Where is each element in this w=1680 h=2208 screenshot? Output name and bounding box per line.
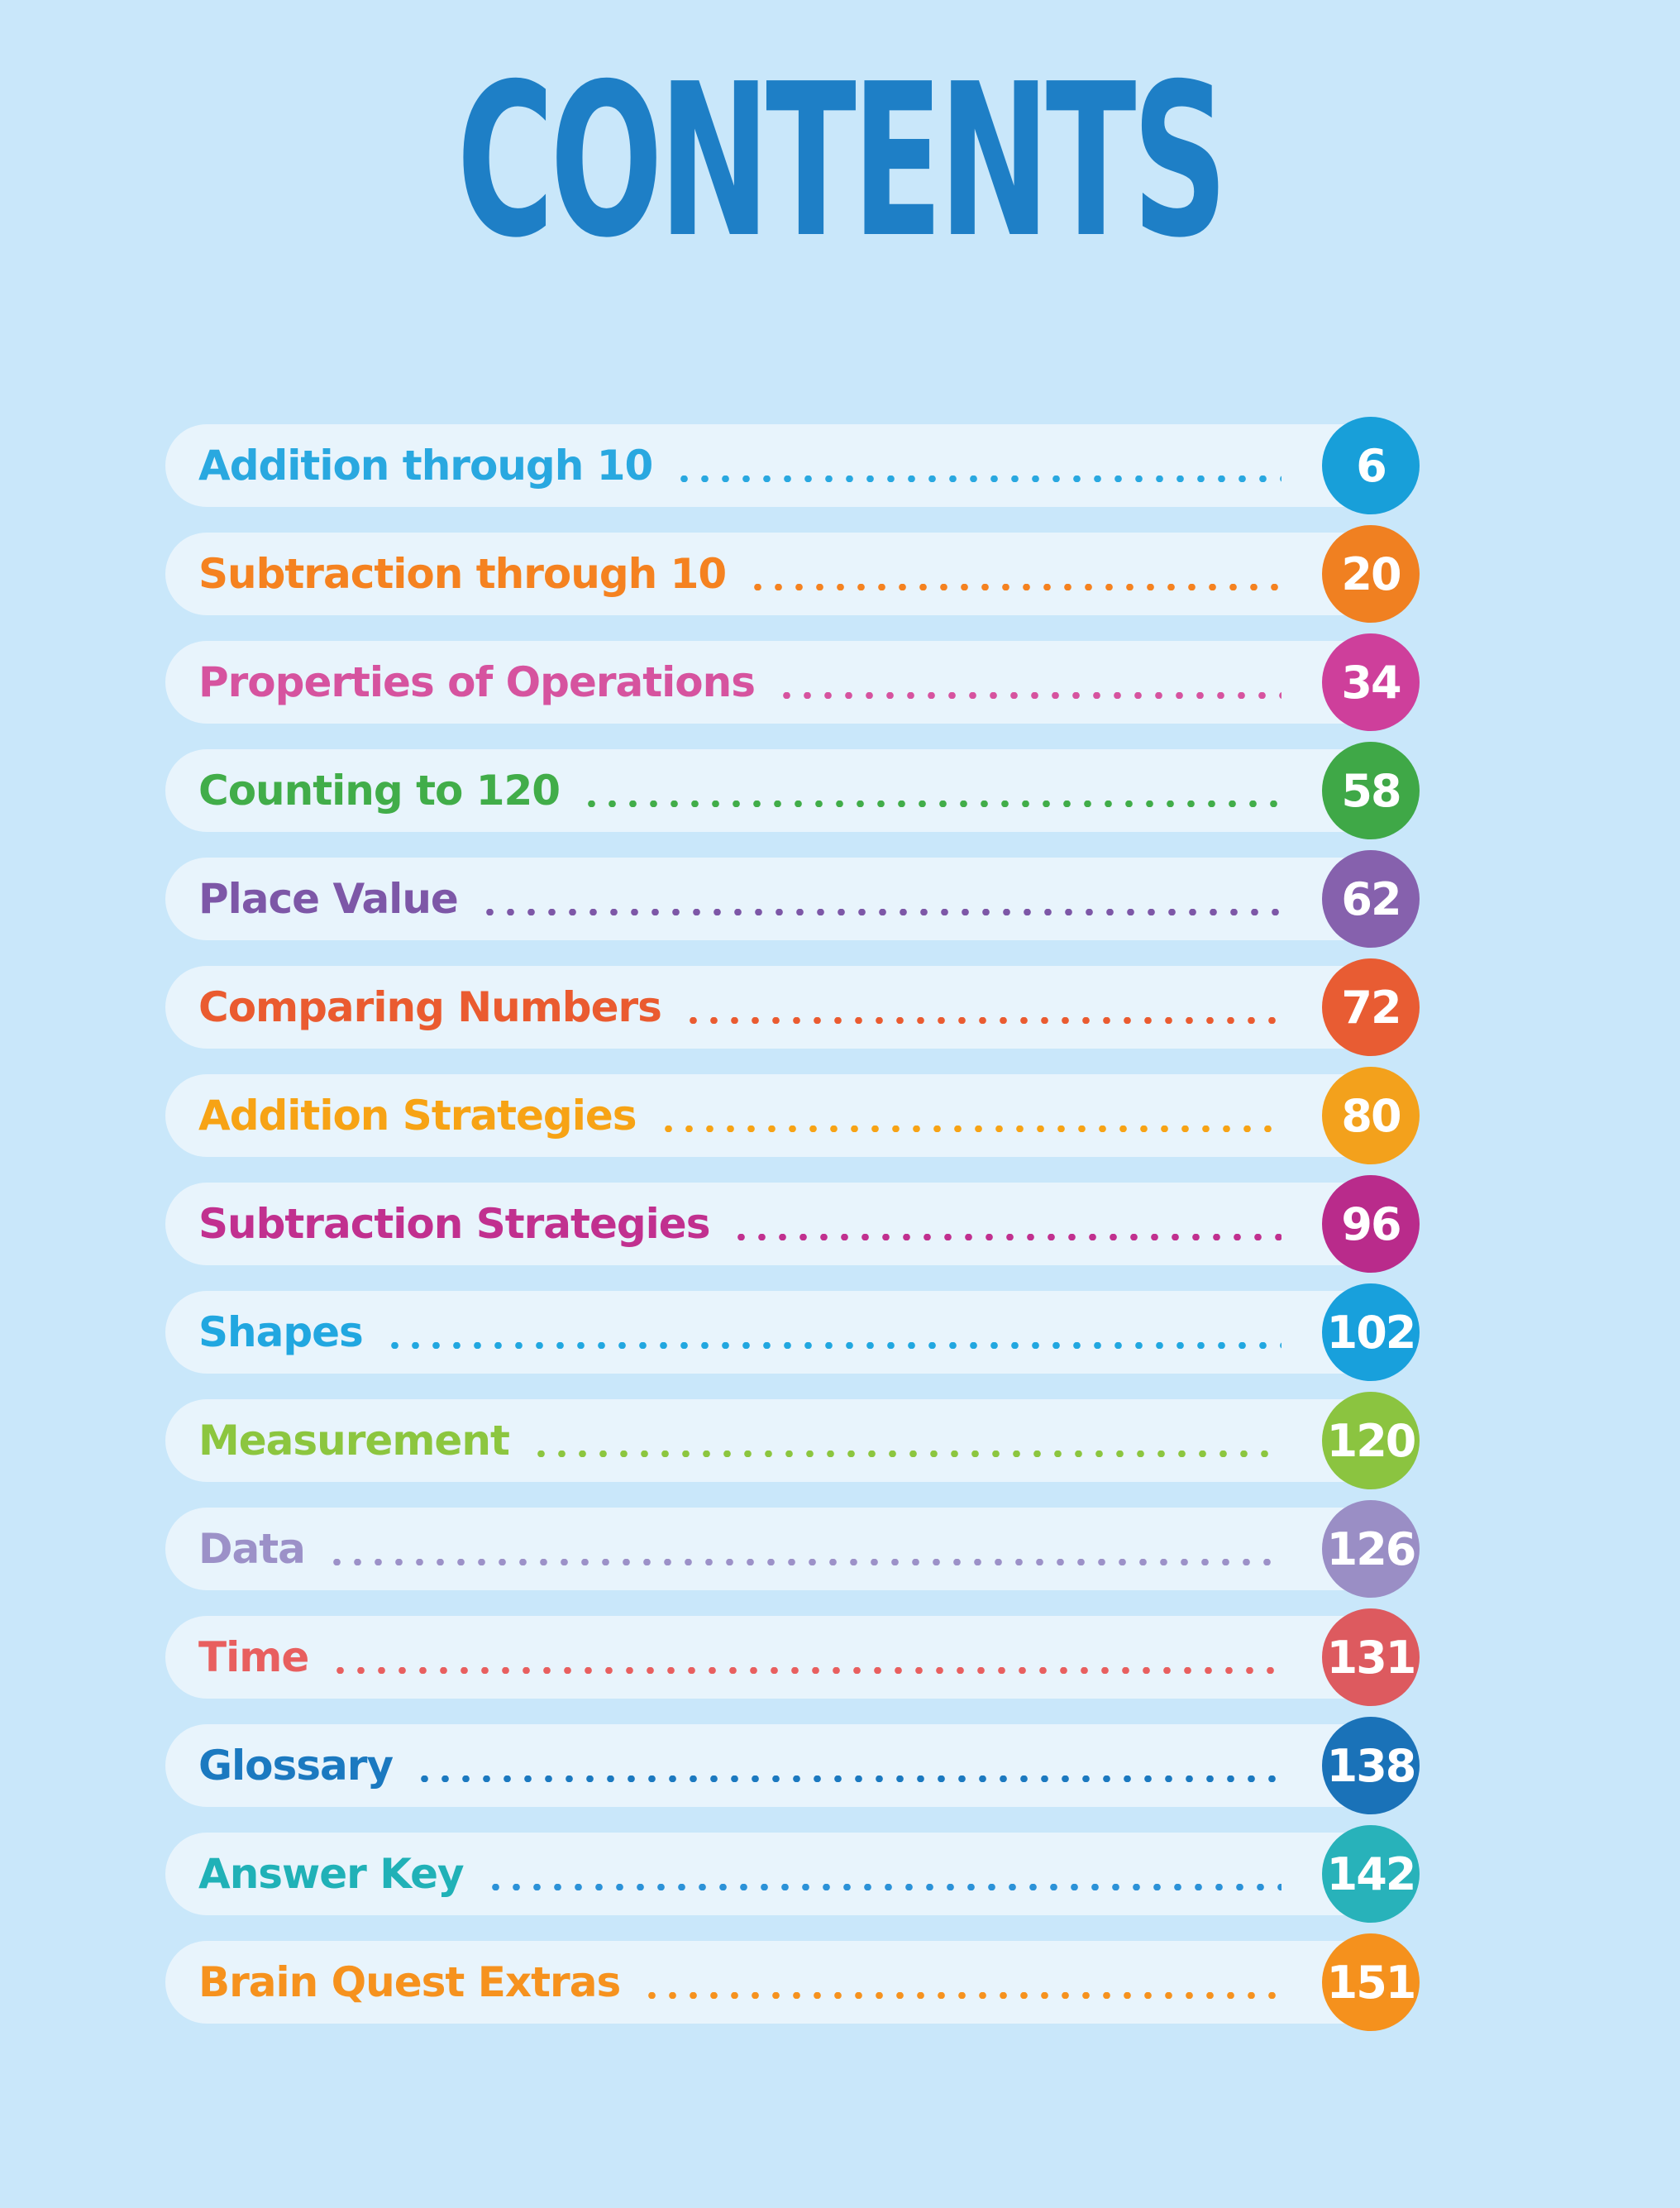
- toc-page-number: 96: [1341, 1197, 1401, 1250]
- toc-entry-row: Data 126: [165, 1500, 1420, 1598]
- dotted-leader: [414, 1775, 1281, 1782]
- page-number-badge: 142: [1322, 1825, 1420, 1923]
- toc-page-number: 6: [1356, 439, 1387, 492]
- toc-entry-row: Time 131: [165, 1608, 1420, 1706]
- toc-entry-label: Brain Quest Extras: [198, 1958, 621, 2006]
- page-number-badge: 80: [1322, 1067, 1420, 1164]
- page-number-badge: 6: [1322, 417, 1420, 514]
- toc-entry-label: Subtraction through 10: [198, 550, 727, 598]
- page-number-badge: 151: [1322, 1933, 1420, 2031]
- page-number-badge: 58: [1322, 742, 1420, 839]
- toc-entry-label: Glossary: [198, 1742, 394, 1790]
- toc-entry-row: Addition Strategies 80: [165, 1067, 1420, 1164]
- toc-entry-row: Properties of Operations 34: [165, 633, 1420, 731]
- toc-entry-row: Subtraction through 10 20: [165, 525, 1420, 623]
- page-number-badge: 126: [1322, 1500, 1420, 1598]
- toc-entry-label: Addition Strategies: [198, 1092, 637, 1140]
- page-number-badge: 138: [1322, 1717, 1420, 1814]
- dotted-leader: [747, 584, 1281, 590]
- toc-page-number: 138: [1326, 1739, 1417, 1792]
- page-number-badge: 62: [1322, 850, 1420, 948]
- toc-entry-label: Answer Key: [198, 1850, 465, 1898]
- toc-page-number: 34: [1341, 656, 1401, 709]
- toc-page-number: 62: [1341, 872, 1401, 925]
- toc-entry-row: Shapes 102: [165, 1283, 1420, 1381]
- toc-page-number: 20: [1341, 547, 1401, 600]
- toc-page-number: 120: [1326, 1414, 1417, 1467]
- page-title-area: CONTENTS: [0, 38, 1680, 284]
- toc-entry-label: Addition through 10: [198, 442, 653, 490]
- toc-entry-label: Subtraction Strategies: [198, 1200, 710, 1248]
- page-number-badge: 34: [1322, 633, 1420, 731]
- toc-entry-label: Place Value: [198, 875, 459, 923]
- toc-page-number: 102: [1326, 1306, 1417, 1359]
- dotted-leader: [530, 1450, 1281, 1457]
- dotted-leader: [484, 1884, 1281, 1890]
- toc-entry-row: Comparing Numbers 72: [165, 958, 1420, 1056]
- toc-entry-row: Brain Quest Extras 151: [165, 1933, 1420, 2031]
- toc-page-number: 72: [1341, 981, 1401, 1034]
- toc-page-number: 131: [1326, 1631, 1417, 1684]
- toc-entry-label: Time: [198, 1633, 309, 1681]
- toc-page-number: 126: [1326, 1522, 1417, 1575]
- toc-entry-row: Counting to 120 58: [165, 742, 1420, 839]
- toc-entry-row: Answer Key 142: [165, 1825, 1420, 1923]
- dotted-leader: [674, 476, 1281, 482]
- dotted-leader: [776, 692, 1281, 699]
- dotted-leader: [326, 1559, 1281, 1565]
- dotted-leader: [581, 801, 1281, 807]
- page-number-badge: 120: [1322, 1392, 1420, 1489]
- page-title: CONTENTS: [456, 38, 1228, 284]
- toc-entry-row: Measurement 120: [165, 1392, 1420, 1489]
- toc-entry-label: Data: [198, 1525, 306, 1573]
- dotted-leader: [479, 909, 1281, 915]
- toc-entry-label: Comparing Numbers: [198, 983, 662, 1031]
- toc-entry-row: Addition through 10 6: [165, 417, 1420, 514]
- dotted-leader: [731, 1234, 1281, 1240]
- dotted-leader: [384, 1342, 1281, 1349]
- page-number-badge: 96: [1322, 1175, 1420, 1273]
- toc-list: Addition through 10 6 Subtraction throug…: [165, 417, 1420, 2049]
- toc-entry-label: Shapes: [198, 1308, 364, 1356]
- toc-entry-label: Counting to 120: [198, 767, 561, 815]
- toc-page-number: 142: [1326, 1847, 1417, 1900]
- page-number-badge: 72: [1322, 958, 1420, 1056]
- dotted-leader: [642, 1992, 1281, 1999]
- toc-entry-row: Glossary 138: [165, 1717, 1420, 1814]
- dotted-leader: [657, 1126, 1281, 1132]
- page-number-badge: 102: [1322, 1283, 1420, 1381]
- toc-entry-label: Properties of Operations: [198, 658, 756, 706]
- toc-page-number: 151: [1326, 1956, 1417, 2009]
- toc-entry-label: Measurement: [198, 1417, 510, 1465]
- page-number-badge: 20: [1322, 525, 1420, 623]
- toc-entry-row: Subtraction Strategies 96: [165, 1175, 1420, 1273]
- toc-page-number: 80: [1341, 1089, 1401, 1142]
- toc-entry-row: Place Value 62: [165, 850, 1420, 948]
- dotted-leader: [330, 1667, 1281, 1674]
- page-number-badge: 131: [1322, 1608, 1420, 1706]
- dotted-leader: [682, 1017, 1281, 1024]
- toc-page-number: 58: [1341, 764, 1401, 817]
